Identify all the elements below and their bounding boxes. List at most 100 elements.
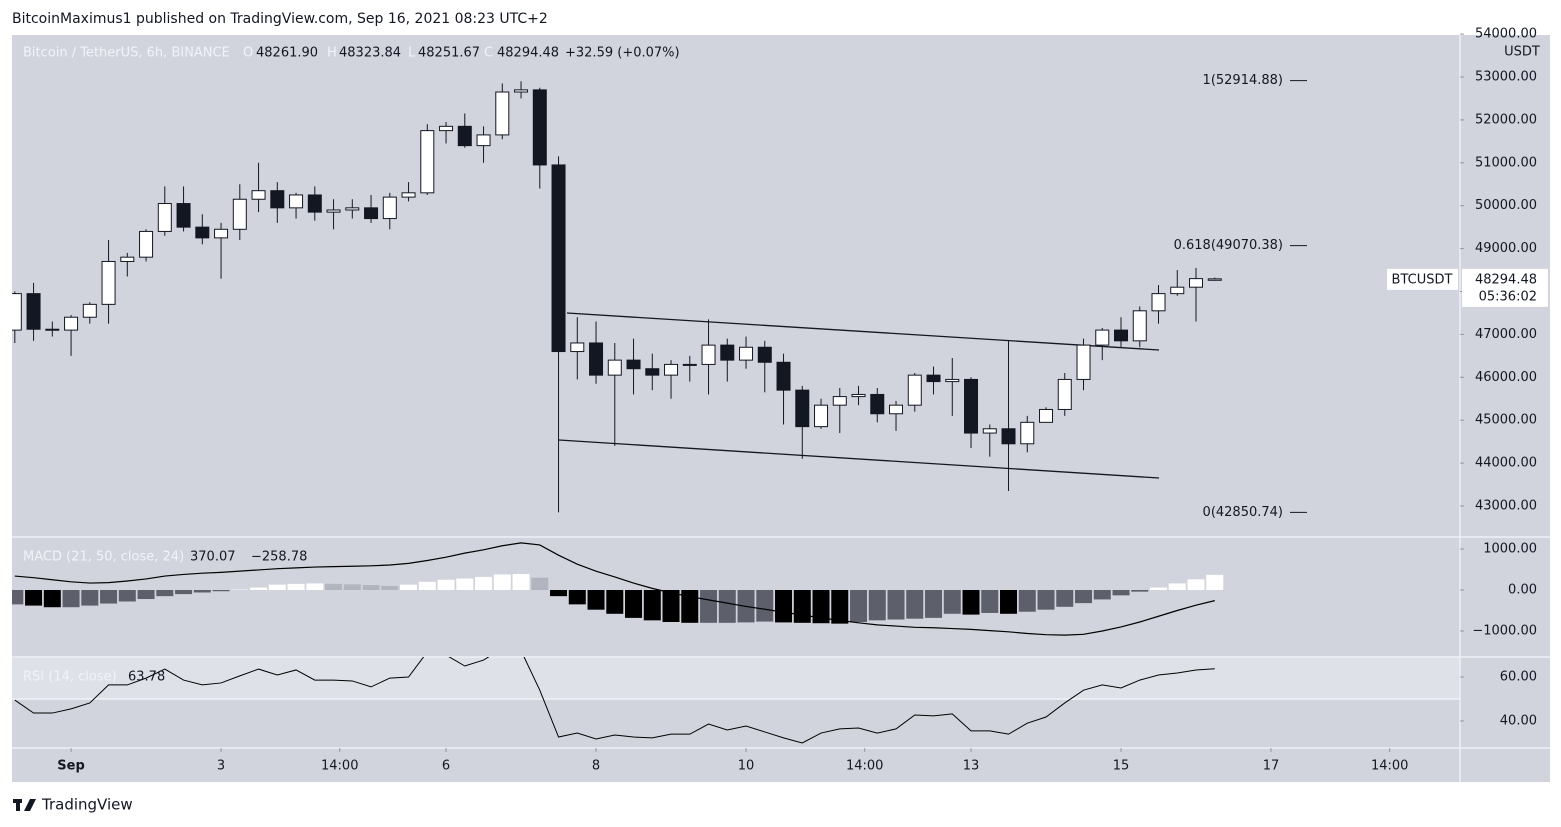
candle-body — [12, 293, 22, 331]
macd-histogram-bar — [456, 578, 474, 591]
candle-body — [851, 393, 866, 398]
macd-histogram-bar — [531, 577, 549, 591]
macd-histogram-bar — [43, 590, 61, 608]
candle-body — [139, 230, 154, 258]
macd-histogram-bar — [587, 590, 605, 610]
price-tag: 48294.48 — [1475, 272, 1537, 287]
rsi-title: RSI (14, close) — [23, 670, 117, 685]
y-tick-label: 53000.00 — [1475, 69, 1537, 84]
macd-histogram-bar — [643, 590, 661, 621]
macd-histogram-bar — [887, 590, 905, 620]
candle-body — [82, 303, 97, 318]
macd-histogram-bar — [1000, 590, 1018, 614]
macd-histogram-bar — [362, 585, 380, 591]
x-tick-label: Sep — [57, 759, 85, 774]
macd-histogram-bar — [493, 574, 511, 591]
candle-body — [176, 203, 191, 228]
candle-body — [982, 428, 997, 434]
candle-body — [701, 344, 716, 365]
macd-histogram-bar — [137, 590, 155, 600]
candle-body — [1189, 278, 1204, 288]
macd-title: MACD (21, 50, close, 24) — [23, 550, 184, 565]
macd-histogram-bar — [1206, 574, 1224, 591]
macd-histogram-bar — [568, 590, 586, 605]
candle-body — [514, 89, 529, 93]
macd-histogram-bar — [756, 590, 774, 622]
macd-histogram-bar — [193, 590, 211, 593]
price-pane: 1(52914.88) 0.618(49070.38) 0(42850.74) — [12, 73, 1307, 520]
macd-histogram-bar — [812, 590, 830, 624]
legend-label: O — [243, 46, 253, 61]
macd-histogram-bar — [1112, 590, 1130, 596]
macd-histogram-bar — [868, 590, 886, 621]
macd-histogram-bar — [925, 590, 943, 618]
candle-body — [626, 359, 641, 370]
macd-histogram-bar — [118, 590, 136, 602]
macd-histogram-bar — [475, 576, 493, 591]
candle-body — [532, 89, 547, 166]
macd-histogram-bar — [1168, 583, 1186, 591]
candle-body — [1095, 329, 1110, 346]
macd-histogram-bar — [62, 590, 80, 608]
x-tick-label: 8 — [592, 759, 600, 774]
macd-histogram-bar — [12, 590, 24, 605]
macd-histogram-bar — [831, 590, 849, 624]
x-tick-label: 13 — [963, 759, 980, 774]
macd-histogram-bar — [1056, 590, 1074, 607]
macd-histogram-bar — [793, 590, 811, 623]
fib-label: 1(52914.88) — [1203, 73, 1283, 88]
y-tick-label: 43000.00 — [1475, 498, 1537, 513]
candle-body — [570, 342, 585, 353]
legend-value: 48323.84 — [339, 46, 401, 61]
candle-body — [289, 194, 304, 209]
rsi-band — [12, 657, 1460, 699]
y-tick-label: 49000.00 — [1475, 241, 1537, 256]
candle-body — [232, 198, 247, 230]
candle-body — [382, 196, 397, 220]
candle-body — [682, 363, 697, 366]
candle-body — [739, 346, 754, 361]
candle-body — [814, 404, 829, 428]
candle-body — [270, 190, 285, 209]
pane-separators — [12, 35, 1550, 782]
legend-label: C — [484, 46, 493, 61]
y-tick-label: 52000.00 — [1475, 112, 1537, 127]
candle-body — [64, 316, 79, 331]
candle-body — [345, 207, 360, 211]
macd-histogram-bar — [850, 590, 868, 622]
candle-body — [326, 209, 341, 213]
candle-body — [664, 363, 679, 376]
macd-value: −258.78 — [251, 550, 307, 565]
candle-body — [251, 190, 266, 200]
candle-body — [457, 125, 472, 147]
candle-body — [157, 203, 172, 232]
macd-value: 370.07 — [190, 550, 236, 565]
legend-value: 48261.90 — [256, 46, 318, 61]
symbol-tag: BTCUSDT — [1392, 272, 1453, 287]
macd-histogram-bar — [1093, 590, 1111, 600]
candle-body — [420, 130, 435, 194]
footer-brand: TradingView — [41, 796, 133, 814]
candle-body — [401, 192, 416, 198]
macd-histogram-bar — [718, 590, 736, 623]
macd-histogram-bar — [1018, 590, 1036, 612]
macd-histogram-bar — [437, 579, 455, 591]
macd-histogram-bar — [325, 583, 343, 591]
macd-histogram-bar — [100, 590, 118, 604]
macd-histogram-bar — [1187, 579, 1205, 591]
candle-body — [1076, 344, 1091, 380]
axes: 43000.00 44000.00 45000.00 46000.00 47000.00… — [57, 27, 1548, 774]
publish-note: BitcoinMaximus1 published on TradingView… — [12, 11, 548, 27]
symbol-tag-box — [1387, 268, 1458, 290]
symbol-title: Bitcoin / TetherUS, 6h, BINANCE — [23, 46, 230, 61]
macd-histogram-bar — [212, 590, 230, 592]
candle-body — [439, 125, 454, 132]
macd-histogram-bar — [550, 590, 568, 597]
macd-histogram-bar — [250, 587, 268, 591]
candle-body — [1114, 329, 1129, 342]
x-tick-label: 6 — [442, 759, 450, 774]
x-tick-label: 17 — [1263, 759, 1280, 774]
candle-body — [1020, 421, 1035, 445]
legend-label: H — [327, 46, 337, 61]
